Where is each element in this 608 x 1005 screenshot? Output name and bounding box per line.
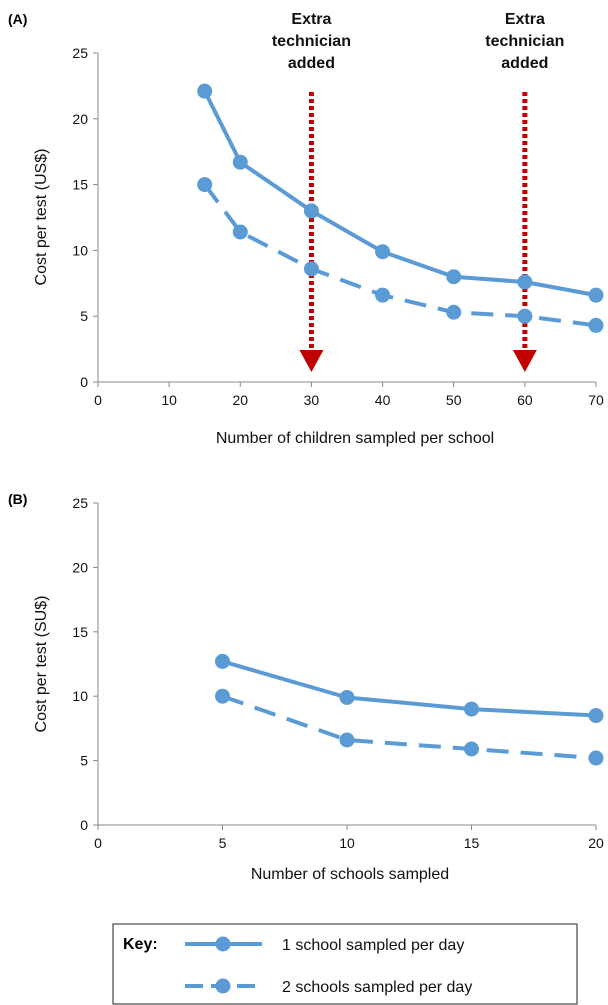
data-point	[375, 287, 391, 303]
y-ticks-a: 0 5 10 15 20 25	[72, 45, 98, 390]
legend-title: Key:	[123, 936, 158, 953]
y-tick-label: 10	[72, 688, 88, 704]
data-point	[446, 269, 462, 285]
y-tick-label: 0	[80, 374, 88, 390]
legend-entries: 1 school sampled per day 2 schools sample…	[185, 936, 472, 996]
x-tick-label: 70	[588, 392, 604, 408]
x-axis-title-a: Number of children sampled per school	[216, 430, 494, 447]
data-point	[464, 701, 479, 717]
y-tick-label: 20	[72, 111, 88, 127]
data-point	[197, 83, 213, 99]
chart-panel-b: (B) 0 5 10 15 20 25 0 5 10 15 20 Number of school…	[8, 491, 604, 883]
data-point	[588, 708, 604, 724]
panel-label-a: (A)	[8, 11, 27, 27]
x-tick-label: 30	[304, 392, 320, 408]
y-tick-label: 5	[80, 753, 88, 769]
annotation-arrow-head	[512, 350, 537, 372]
x-tick-label: 10	[161, 392, 177, 408]
x-tick-label: 50	[446, 392, 462, 408]
data-point	[375, 244, 391, 260]
legend-label: 1 school sampled per day	[282, 937, 464, 954]
series-line-dashed	[203, 183, 597, 328]
data-point	[517, 308, 533, 324]
series-group-a	[197, 83, 604, 333]
annotations-a: Extra technician added Extra technician added	[272, 11, 564, 372]
data-point	[464, 741, 479, 757]
y-ticks-b: 0 5 10 15 20 25	[72, 495, 98, 833]
series-line-dashed	[221, 694, 597, 761]
x-ticks-a: 0 10 20 30 40 50 60 70	[94, 382, 604, 408]
x-tick-label: 0	[94, 392, 102, 408]
x-ticks-b: 0 5 10 15 20	[94, 825, 604, 851]
legend-label: 2 schools sampled per day	[282, 979, 472, 996]
y-axis-title-b: Cost per test (SU$)	[33, 596, 50, 733]
x-tick-label: 20	[232, 392, 248, 408]
y-tick-label: 25	[72, 45, 88, 61]
data-point	[446, 304, 462, 320]
annotation-text: Extra	[291, 11, 331, 28]
y-tick-label: 25	[72, 495, 88, 511]
data-point	[588, 750, 604, 766]
x-tick-label: 10	[339, 835, 355, 851]
x-axis-title-b: Number of schools sampled	[251, 866, 449, 883]
data-point	[588, 317, 604, 333]
legend-box	[112, 923, 578, 1005]
x-tick-label: 5	[219, 835, 227, 851]
y-tick-label: 10	[72, 242, 88, 258]
annotation-arrow-head	[299, 350, 324, 372]
data-point	[215, 688, 230, 704]
data-point	[232, 154, 248, 170]
series-line-solid	[221, 659, 597, 718]
series-group-b	[215, 653, 604, 766]
panel-label-b: (B)	[8, 491, 27, 507]
legend-swatch-marker	[215, 936, 231, 952]
annotation-text: added	[288, 55, 335, 72]
data-point	[303, 261, 319, 277]
y-tick-label: 20	[72, 559, 88, 575]
data-point	[339, 689, 355, 705]
annotation-text: Extra	[505, 11, 545, 28]
annotation-text: technician	[485, 33, 564, 50]
series-line-solid	[202, 90, 597, 298]
data-point	[215, 653, 230, 669]
x-tick-label: 15	[464, 835, 480, 851]
data-point	[339, 732, 355, 748]
annotation-text: added	[501, 55, 548, 72]
y-tick-label: 15	[72, 177, 88, 193]
x-tick-label: 60	[517, 392, 533, 408]
legend-swatch-marker	[215, 978, 231, 994]
data-point	[197, 177, 213, 193]
y-tick-label: 5	[80, 308, 88, 324]
annotation-text: technician	[272, 33, 351, 50]
chart-panel-a: (A) 0 5 10 15 20 25 0 10 20 30 40 50 60 70 Number of…	[8, 11, 604, 447]
data-point	[232, 224, 248, 240]
y-tick-label: 15	[72, 624, 88, 640]
legend: Key: 1 school sampled per day 2 schools s…	[112, 923, 578, 1005]
x-tick-label: 0	[94, 835, 102, 851]
x-tick-label: 40	[375, 392, 391, 408]
y-axis-title-a: Cost per test (US$)	[33, 149, 50, 286]
x-tick-label: 20	[588, 835, 604, 851]
y-tick-label: 0	[80, 817, 88, 833]
data-point	[517, 274, 533, 290]
data-point	[303, 203, 319, 219]
data-point	[588, 287, 604, 303]
